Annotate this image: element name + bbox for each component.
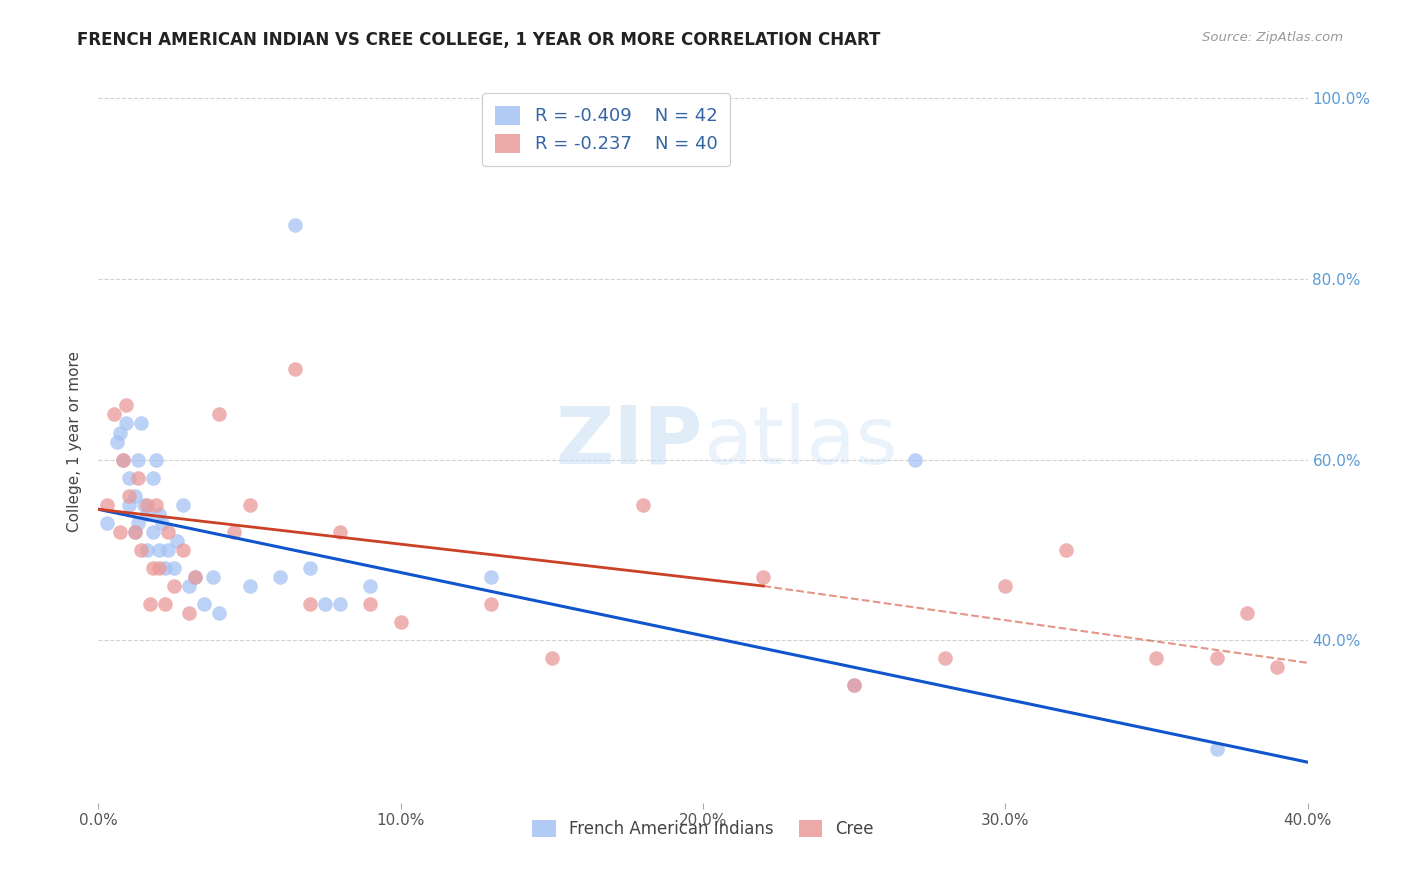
Point [127, 471, 149, 485]
Point [844, 678, 866, 692]
Point [135, 507, 157, 521]
Point [111, 452, 134, 467]
Legend: French American Indians, Cree: French American Indians, Cree [526, 814, 880, 845]
Point [1206, 741, 1229, 756]
Point [103, 408, 125, 422]
Point [153, 561, 176, 575]
Point [139, 597, 162, 611]
Point [135, 498, 157, 512]
Point [156, 542, 179, 557]
Point [540, 651, 562, 665]
Point [163, 579, 186, 593]
Point [284, 362, 307, 376]
Point [752, 570, 775, 584]
Point [118, 498, 141, 512]
Text: Source: ZipAtlas.com: Source: ZipAtlas.com [1202, 31, 1343, 45]
Text: FRENCH AMERICAN INDIAN VS CREE COLLEGE, 1 YEAR OR MORE CORRELATION CHART: FRENCH AMERICAN INDIAN VS CREE COLLEGE, … [77, 31, 880, 49]
Point [142, 524, 165, 539]
Point [172, 542, 194, 557]
Point [1054, 542, 1077, 557]
Point [105, 434, 128, 449]
Point [481, 570, 503, 584]
Point [172, 498, 194, 512]
Point [844, 678, 866, 692]
Point [360, 597, 382, 611]
Point [208, 606, 231, 620]
Point [148, 542, 170, 557]
Point [1236, 606, 1258, 620]
Point [118, 489, 141, 503]
Point [202, 570, 225, 584]
Point [299, 597, 322, 611]
Point [179, 606, 201, 620]
Point [329, 524, 352, 539]
Point [184, 570, 207, 584]
Point [132, 498, 155, 512]
Point [1144, 651, 1167, 665]
Point [127, 516, 149, 530]
Point [124, 524, 146, 539]
Point [389, 615, 412, 630]
Point [108, 524, 131, 539]
Y-axis label: College, 1 year or more: College, 1 year or more [67, 351, 83, 532]
Point [124, 489, 146, 503]
Point [142, 471, 165, 485]
Point [156, 524, 179, 539]
Point [329, 597, 352, 611]
Point [145, 452, 167, 467]
Point [150, 516, 173, 530]
Point [224, 524, 246, 539]
Point [124, 524, 146, 539]
Point [142, 561, 165, 575]
Point [314, 597, 336, 611]
Point [118, 471, 141, 485]
Point [153, 597, 176, 611]
Point [145, 498, 167, 512]
Point [148, 561, 170, 575]
Point [127, 452, 149, 467]
Point [193, 597, 215, 611]
Point [1206, 651, 1229, 665]
Point [239, 498, 262, 512]
Point [269, 570, 291, 584]
Point [96, 498, 118, 512]
Point [1267, 660, 1289, 674]
Point [166, 533, 188, 548]
Point [184, 570, 207, 584]
Point [148, 507, 170, 521]
Point [163, 561, 186, 575]
Text: ZIP: ZIP [555, 402, 703, 481]
Point [129, 542, 152, 557]
Point [284, 218, 307, 232]
Point [631, 498, 654, 512]
Point [108, 425, 131, 440]
Point [129, 417, 152, 431]
Point [114, 398, 136, 412]
Point [179, 579, 201, 593]
Point [208, 408, 231, 422]
Point [299, 561, 322, 575]
Point [135, 542, 157, 557]
Point [934, 651, 956, 665]
Point [481, 597, 503, 611]
Text: atlas: atlas [703, 402, 897, 481]
Point [360, 579, 382, 593]
Point [96, 516, 118, 530]
Point [994, 579, 1017, 593]
Point [114, 417, 136, 431]
Point [239, 579, 262, 593]
Point [111, 452, 134, 467]
Point [904, 452, 927, 467]
